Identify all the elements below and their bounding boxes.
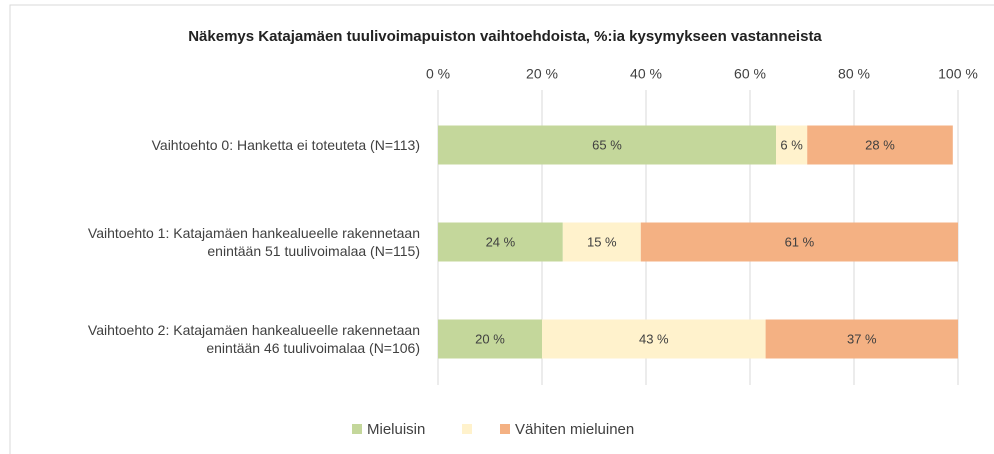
- bar-segment: [562, 222, 641, 262]
- x-tick-label: 60 %: [734, 66, 766, 82]
- chart-title: Näkemys Katajamäen tuulivoimapuiston vai…: [188, 28, 822, 45]
- legend-label: Mieluisin: [367, 421, 425, 438]
- x-tick-label: 0 %: [426, 66, 450, 82]
- data-label: 37 %: [847, 331, 877, 346]
- chart-border: [9, 4, 994, 454]
- data-label: 43 %: [639, 331, 669, 346]
- x-tick-label: 20 %: [526, 66, 558, 82]
- x-tick-label: 40 %: [630, 66, 662, 82]
- legend-label: Vähiten mieluinen: [515, 421, 634, 438]
- data-label: 61 %: [785, 234, 815, 249]
- data-label: 6 %: [780, 137, 803, 152]
- bar-segment: [776, 125, 808, 165]
- legend-swatch: [500, 424, 510, 434]
- bar-segment: [438, 125, 776, 165]
- bar-segment: [640, 222, 958, 262]
- data-label: 15 %: [587, 234, 617, 249]
- data-label: 28 %: [865, 137, 895, 152]
- x-tick-label: 100 %: [938, 66, 978, 82]
- category-label: Vaihtoehto 2: Katajamäen hankealueelle r…: [87, 322, 420, 356]
- category-label: Vaihtoehto 0: Hanketta ei toteuteta (N=1…: [151, 137, 420, 153]
- bar-segment: [438, 319, 542, 359]
- category-label: Vaihtoehto 1: Katajamäen hankealueelle r…: [87, 225, 420, 259]
- legend-swatch: [462, 424, 472, 434]
- data-label: 24 %: [486, 234, 516, 249]
- data-label: 65 %: [592, 137, 622, 152]
- data-label: 20 %: [475, 331, 505, 346]
- bar-segment: [765, 319, 958, 359]
- bar-segment: [438, 222, 563, 262]
- bar-segment: [542, 319, 766, 359]
- x-tick-label: 80 %: [838, 66, 870, 82]
- legend-swatch: [352, 424, 362, 434]
- bar-segment: [807, 125, 953, 165]
